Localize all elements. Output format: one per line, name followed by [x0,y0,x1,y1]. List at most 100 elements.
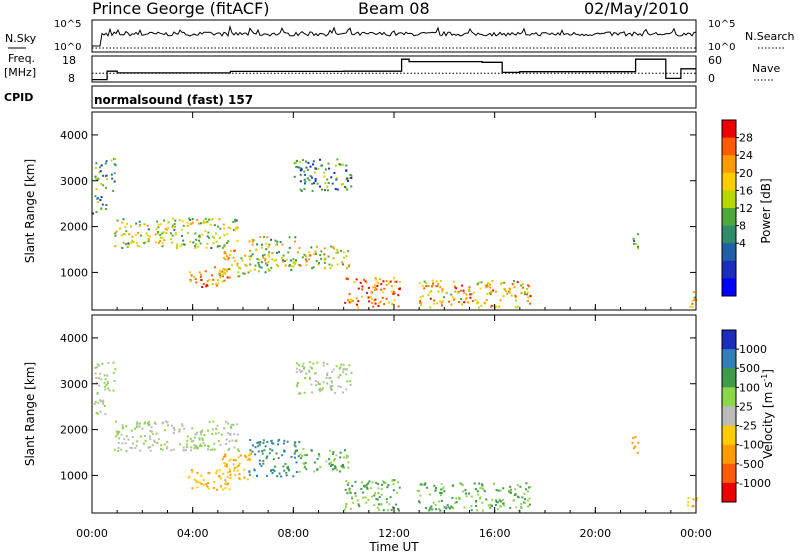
velocity-colorbar-title-end: ] [761,369,775,374]
velocity-cell [493,482,495,485]
power-cell [208,236,210,239]
power-cell [315,252,318,255]
power-cell [489,286,492,289]
velocity-cell [189,437,192,440]
power-cell [267,246,270,249]
velocity-cell [238,473,241,476]
power-cell [234,220,237,223]
velocity-cell [362,491,365,494]
velocity-cell [218,469,221,472]
power-cell [194,278,197,281]
velocity-cell [438,500,441,503]
velocity-cell [165,420,168,423]
power-cell [375,288,378,291]
velocity-cell [315,384,318,387]
power-cell [336,251,339,254]
velocity-cell [253,469,256,472]
power-cell [345,255,348,258]
velocity-cell [136,421,139,424]
power-cell [100,164,103,167]
power-cell [392,290,395,293]
velocity-cell [139,449,142,452]
power-cell [420,304,423,307]
power-cell [244,254,247,257]
velocity-cell [383,481,386,484]
velocity-cell [107,362,110,364]
velocity-cell [207,471,210,474]
velocity-cell [424,482,427,485]
velocity-cell [115,420,118,423]
velocity-cell [285,474,288,477]
power-cell [330,245,333,248]
power-cell [171,224,174,227]
power-cell [170,232,172,235]
velocity-cell [502,487,505,490]
power-cell [251,240,254,243]
velocity-cell [633,447,635,450]
power-cell [348,293,351,296]
power-cell [199,236,201,239]
power-cell [299,173,302,176]
power-cell [116,219,119,222]
power-cell [473,291,475,294]
velocity-cell [430,505,433,508]
power-cell [264,258,267,261]
power-cell [419,302,421,304]
velocity-cell [149,430,152,432]
power-cell [159,240,162,242]
power-cell [94,177,97,180]
velocity-cell [165,447,168,450]
velocity-cell [224,478,227,481]
velocity-cell [421,483,424,486]
power-cell [250,255,253,258]
power-cell [249,263,252,266]
velocity-cell [303,366,306,369]
velocity-cell [125,450,128,453]
power-cell [304,173,306,176]
power-cell [324,182,327,185]
velocity-cell [95,376,98,379]
power-cell [270,266,273,269]
power-cell [95,188,98,191]
velocity-cell [350,371,353,374]
velocity-cell [345,388,348,391]
power-cell [463,291,466,294]
power-cell [284,264,287,267]
power-cell [239,267,242,270]
velocity-cell [440,482,443,485]
velocity-cell [310,383,313,386]
power-cell [347,250,350,253]
velocity-cell [237,450,240,452]
power-cell [305,160,308,163]
power-cell [252,239,255,242]
power-colorbar-label: 8 [739,220,746,233]
power-cell [221,275,224,278]
velocity-cell [376,498,379,501]
velocity-cell [116,433,119,436]
power-cell [299,188,302,191]
power-cell [274,239,277,242]
velocity-cell [283,439,286,442]
velocity-colorbar-swatch [722,482,736,503]
velocity-cell [285,471,288,474]
velocity-cell [195,433,198,436]
power-cell [110,159,113,162]
velocity-cell [258,459,261,462]
power-cell [440,301,443,304]
power-colorbar-label: 24 [739,149,753,162]
power-cell [313,253,315,256]
power-cell [359,281,362,284]
velocity-cell [527,486,530,489]
power-cell [204,221,207,224]
power-cell [99,170,102,173]
velocity-cell [368,480,371,483]
velocity-cell [249,452,251,455]
power-cell [200,273,202,276]
velocity-cell [377,483,380,486]
velocity-cell [344,449,346,452]
power-cell [163,219,165,222]
power-cell [427,285,430,288]
power-cell [208,278,211,281]
velocity-cell [144,439,147,442]
velocity-cell [483,490,486,493]
